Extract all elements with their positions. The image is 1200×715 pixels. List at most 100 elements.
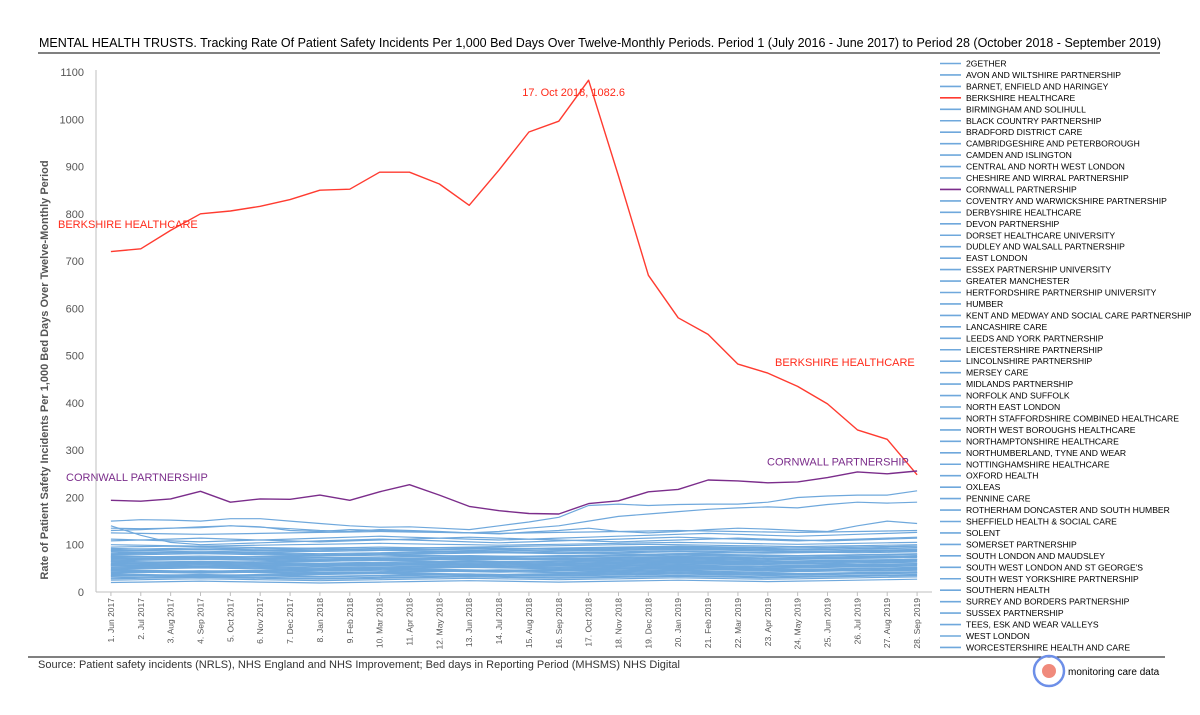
x-axis: 1. Jun 2017 2. Jul 2017 3. Aug 2017 4. Sep …	[106, 592, 922, 650]
legend-label-south-west-london-and-st-george-s: SOUTH WEST LONDON AND ST GEORGE'S	[966, 562, 1143, 572]
series-line-central-and-north-west-london	[110, 565, 918, 571]
legend-label-south-west-yorkshire-partnership: SOUTH WEST YORKSHIRE PARTNERSHIP	[966, 574, 1139, 584]
legend-label-north-east-london: NORTH EAST LONDON	[966, 402, 1060, 412]
y-tick-label: 600	[66, 303, 84, 315]
x-tick-label: 2. Jul 2017	[136, 598, 146, 640]
legend-label-leeds-and-york-partnership: LEEDS AND YORK PARTNERSHIP	[966, 333, 1104, 343]
series-line-somerset-partnership	[110, 561, 918, 567]
annotation-cornwall-left: CORNWALL PARTNERSHIP	[66, 472, 208, 484]
series-line-lancashire-care	[110, 490, 918, 531]
series-line-camden-and-islington	[110, 531, 918, 543]
x-tick-label: 20. Jan 2019	[673, 598, 683, 647]
x-tick-label: 9. Feb 2018	[345, 598, 355, 644]
chart-title: MENTAL HEALTH TRUSTS. Tracking Rate Of P…	[39, 36, 1161, 50]
y-tick-label: 100	[66, 540, 84, 552]
series-line-barnet-enfield-and-haringey	[110, 543, 918, 550]
x-tick-label: 28. Sep 2019	[912, 598, 922, 649]
legend-label-sheffield-health-social-care: SHEFFIELD HEALTH & SOCIAL CARE	[966, 517, 1117, 527]
legend-label-east-london: EAST LONDON	[966, 253, 1027, 263]
legend-label-west-london: WEST LONDON	[966, 631, 1030, 641]
series-line-essex-partnership-university	[110, 576, 918, 582]
y-axis-label: Rate of Patient Safety Incidents Per 1,0…	[39, 160, 51, 579]
x-tick-label: 22. Mar 2019	[733, 598, 743, 648]
brand-dot-icon	[1042, 664, 1056, 678]
source-note: Source: Patient safety incidents (NRLS),…	[38, 659, 680, 671]
legend-label-northumberland-tyne-and-wear: NORTHUMBERLAND, TYNE AND WEAR	[966, 448, 1126, 458]
legend-label-solent: SOLENT	[966, 528, 1001, 538]
x-tick-label: 7. Dec 2017	[285, 598, 295, 644]
legend-label-essex-partnership-university: ESSEX PARTNERSHIP UNIVERSITY	[966, 265, 1111, 275]
y-tick-label: 200	[66, 492, 84, 504]
x-tick-label: 15. Aug 2018	[524, 598, 534, 648]
y-tick-label: 1100	[60, 67, 84, 79]
legend-label-bradford-district-care: BRADFORD DISTRICT CARE	[966, 127, 1083, 137]
legend-label-hertfordshire-partnership-university: HERTFORDSHIRE PARTNERSHIP UNIVERSITY	[966, 288, 1157, 298]
annotation-berkshire-right: BERKSHIRE HEALTHCARE	[775, 357, 915, 369]
legend-label-camden-and-islington: CAMDEN AND ISLINGTON	[966, 150, 1072, 160]
x-tick-label: 18. Nov 2018	[614, 598, 624, 649]
legend-label-devon-partnership: DEVON PARTNERSHIP	[966, 219, 1060, 229]
x-tick-label: 5. Oct 2017	[225, 598, 235, 642]
y-axis: 0 100 200 300 400 500 600 700 800 900 1000 1100	[60, 67, 84, 599]
x-tick-label: 11. Apr 2018	[405, 598, 415, 646]
legend-label-cambridgeshire-and-peterborough: CAMBRIDGESHIRE AND PETERBOROUGH	[966, 139, 1140, 149]
series-line-east-london	[110, 555, 918, 561]
legend-label-kent-and-medway-and-social-care-partnership: KENT AND MEDWAY AND SOCIAL CARE PARTNERS…	[966, 310, 1192, 320]
series-line-south-west-yorkshire-partnership	[110, 558, 918, 564]
x-tick-label: 8. Jan 2018	[315, 598, 325, 643]
legend-label-leicestershire-partnership: LEICESTERSHIRE PARTNERSHIP	[966, 345, 1103, 355]
series-line-berkshire-healthcare	[110, 79, 918, 476]
legend-label-cornwall-partnership: CORNWALL PARTNERSHIP	[966, 184, 1077, 194]
legend-label-northamptonshire-healthcare: NORTHAMPTONSHIRE HEALTHCARE	[966, 436, 1119, 446]
x-tick-label: 1. Jun 2017	[106, 598, 116, 643]
series-line-rotherham-doncaster-and-south-humber	[110, 545, 918, 551]
legend-label-norfolk-and-suffolk: NORFOLK AND SUFFOLK	[966, 391, 1070, 401]
legend-label-central-and-north-west-london: CENTRAL AND NORTH WEST LONDON	[966, 162, 1125, 172]
x-tick-label: 6. Nov 2017	[255, 598, 265, 644]
legend-label-south-london-and-maudsley: SOUTH LONDON AND MAUDSLEY	[966, 551, 1105, 561]
legend-label-rotherham-doncaster-and-south-humber: ROTHERHAM DONCASTER AND SOUTH HUMBER	[966, 505, 1170, 515]
legend-label-southern-health: SOUTHERN HEALTH	[966, 585, 1050, 595]
legend-label-tees-esk-and-wear-valleys: TEES, ESK AND WEAR VALLEYS	[966, 620, 1099, 630]
legend-label-barnet-enfield-and-haringey: BARNET, ENFIELD AND HARINGEY	[966, 81, 1109, 91]
y-tick-label: 500	[66, 351, 84, 363]
legend-label-north-west-boroughs-healthcare: NORTH WEST BOROUGHS HEALTHCARE	[966, 425, 1136, 435]
x-tick-label: 4. Sep 2017	[196, 598, 206, 644]
series-line-worcestershire-health-and-care	[110, 560, 918, 566]
series-line-northumberland-tyne-and-wear	[110, 520, 918, 535]
annotations: 17. Oct 2018, 1082.6 BERKSHIRE HEALTHCARE…	[58, 87, 915, 484]
x-tick-label: 24. May 2019	[793, 598, 803, 650]
series-line-pennine-care	[110, 556, 918, 562]
legend-label-somerset-partnership: SOMERSET PARTNERSHIP	[966, 539, 1077, 549]
series-line-south-west-london-and-st-george-s	[110, 564, 918, 570]
legend-label-birmingham-and-solihull: BIRMINGHAM AND SOLIHULL	[966, 104, 1086, 114]
brand-ring-icon	[1032, 654, 1066, 688]
legend-label-berkshire-healthcare: BERKSHIRE HEALTHCARE	[966, 93, 1075, 103]
y-tick-label: 400	[66, 398, 84, 410]
legend-label-oxford-health: OXFORD HEALTH	[966, 471, 1038, 481]
series-line-dudley-and-walsall-partnership	[110, 571, 918, 577]
series-line-nottinghamshire-healthcare	[110, 562, 918, 569]
y-tick-label: 300	[66, 445, 84, 457]
x-tick-label: 21. Feb 2019	[703, 598, 713, 648]
legend-label-avon-and-wiltshire-partnership: AVON AND WILTSHIRE PARTNERSHIP	[966, 70, 1121, 80]
series-line-west-london	[110, 572, 918, 578]
legend-label-pennine-care: PENNINE CARE	[966, 494, 1031, 504]
legend-label-mersey-care: MERSEY CARE	[966, 368, 1029, 378]
x-tick-label: 23. Apr 2019	[763, 598, 773, 646]
legend-label-oxleas: OXLEAS	[966, 482, 1001, 492]
legend-label-midlands-partnership: MIDLANDS PARTNERSHIP	[966, 379, 1073, 389]
x-tick-label: 26. Jul 2019	[852, 598, 862, 645]
brand-logo: monitoring care data	[1032, 654, 1160, 688]
legend-label-surrey-and-borders-partnership: SURREY AND BORDERS PARTNERSHIP	[966, 597, 1130, 607]
x-tick-label: 27. Aug 2019	[882, 598, 892, 648]
x-tick-label: 19. Dec 2018	[643, 598, 653, 649]
legend-label-humber: HUMBER	[966, 299, 1003, 309]
series-line-north-west-boroughs-healthcare	[110, 555, 918, 561]
series-line-northamptonshire-healthcare	[110, 541, 918, 547]
series-line-sussex-partnership	[110, 567, 918, 573]
x-tick-label: 13. Jun 2018	[464, 598, 474, 647]
x-tick-label: 17. Oct 2018	[584, 598, 594, 647]
brand-name: monitoring care data	[1068, 667, 1160, 678]
